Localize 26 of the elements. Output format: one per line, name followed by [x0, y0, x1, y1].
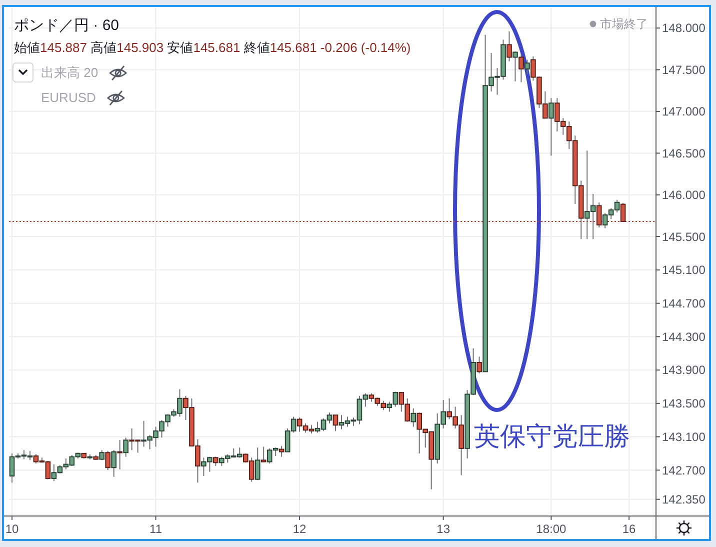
x-tick-label: 13: [436, 522, 450, 536]
x-tick-label: 11: [150, 522, 162, 536]
text: ポンド／円 · 60: [14, 17, 120, 34]
y-tick-label: 143.500: [662, 396, 706, 411]
y-tick-label: 142.700: [662, 463, 706, 478]
y-tick-label: 147.000: [662, 104, 706, 119]
annotation: 市場終了: [600, 17, 648, 31]
y-tick-label: 148.000: [662, 21, 706, 36]
y-tick-label: 147.500: [662, 62, 706, 77]
x-tick-label: 18:00: [536, 522, 566, 536]
x-tick-label: 12: [292, 522, 307, 536]
x-tick-label: 10: [5, 522, 19, 536]
y-tick-label: 145.500: [662, 230, 706, 244]
annotation: EURUSD: [41, 90, 96, 105]
y-tick-label: 145.100: [662, 263, 706, 278]
y-tick-label: 146.500: [662, 146, 706, 160]
y-tick-label: 144.700: [662, 296, 706, 310]
text: 始値145.887 高値145.903 安値145.681 終値145.681 -0.206 (-0.14%): [14, 40, 411, 55]
y-tick-label: 143.900: [662, 363, 706, 378]
y-tick-label: 146.000: [662, 188, 706, 202]
y-tick-label: 142.350: [662, 492, 706, 507]
y-tick-label: 144.300: [662, 330, 706, 344]
x-tick-label: 16: [622, 522, 636, 536]
annotation: 英保守党圧勝: [474, 421, 630, 451]
y-tick-label: 143.100: [662, 430, 706, 444]
annotation: 出来高 20: [41, 65, 98, 80]
